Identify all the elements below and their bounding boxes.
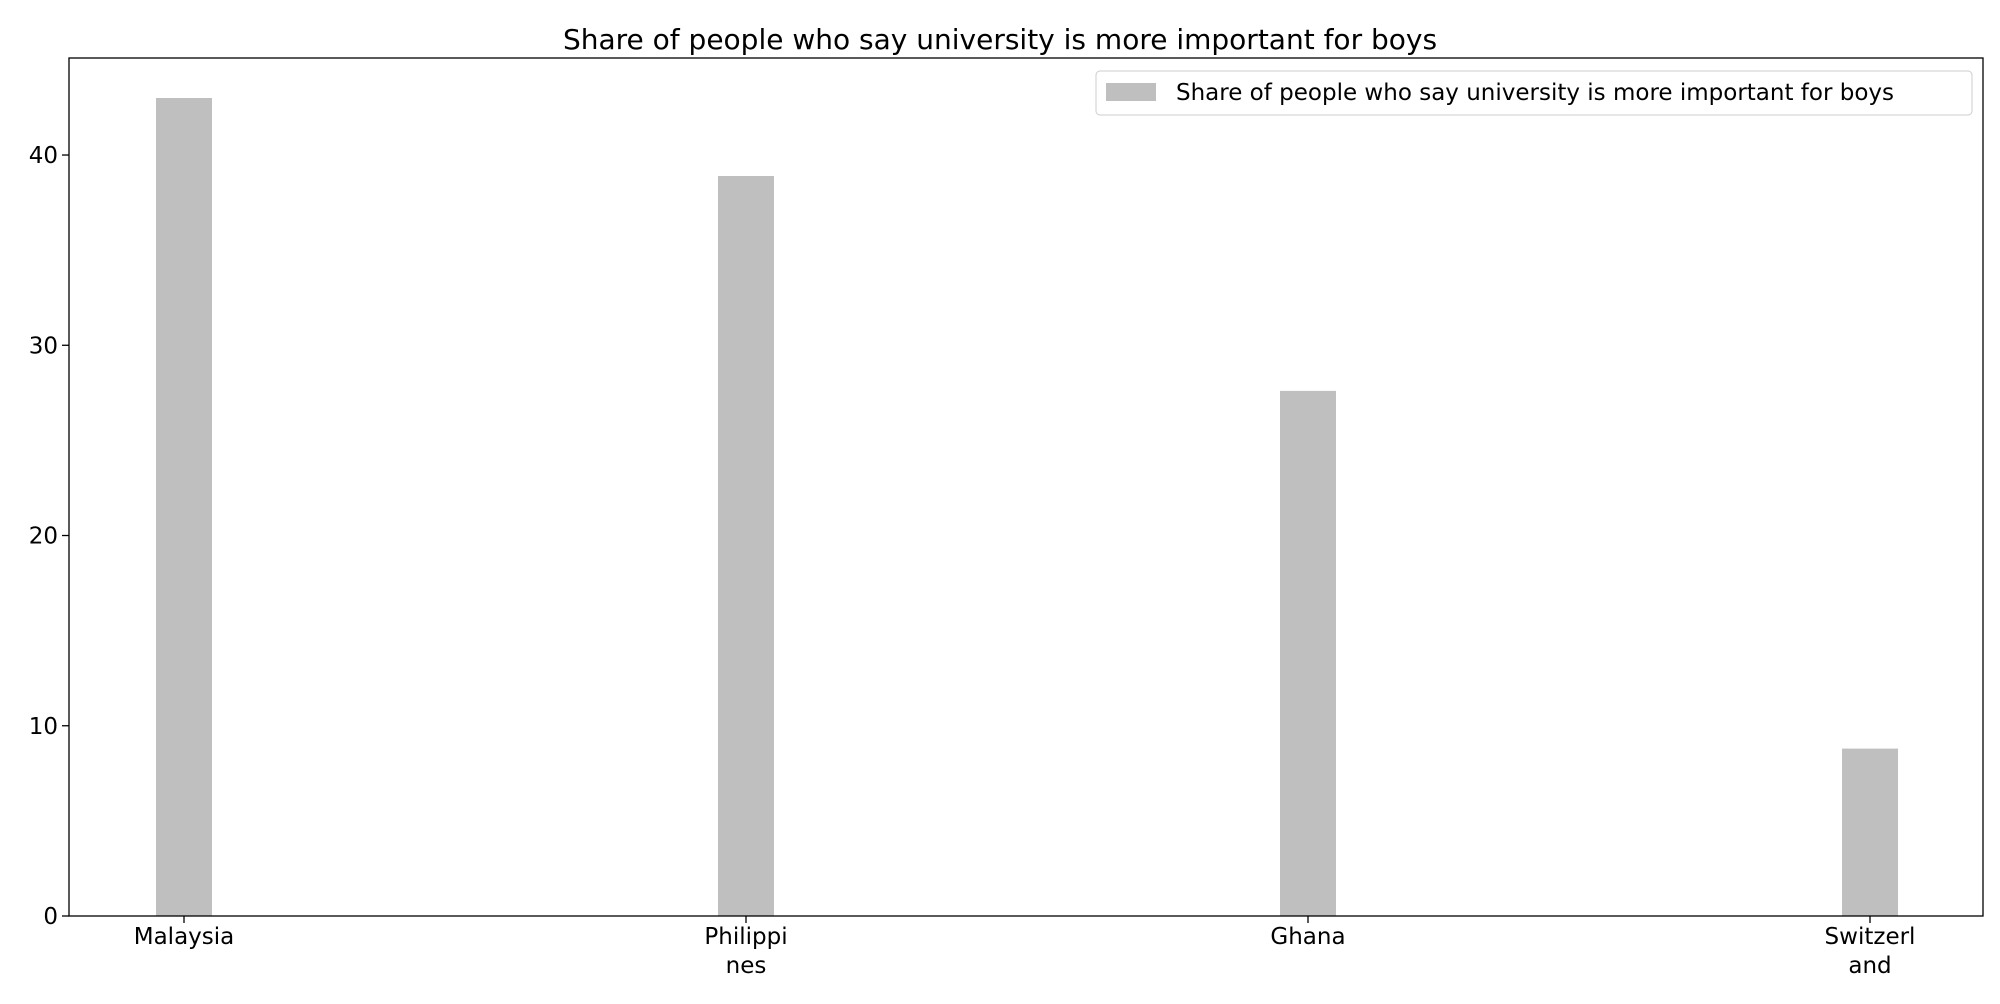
plot-area-frame [68,57,1984,917]
x-tick-label-line: nes [726,953,767,979]
legend: Share of people who say university is mo… [1095,70,1973,116]
x-axis: Malaysia Philippi nes Ghana Switzerl and [134,916,1916,979]
y-axis: 0 10 20 30 40 [29,143,69,930]
x-tick-label: Ghana [1270,924,1345,950]
y-tick-label: 10 [29,714,58,740]
chart-title: Share of people who say university is mo… [563,23,1437,56]
x-tick-label-line: Switzerl [1825,924,1916,950]
y-tick-label: 20 [29,524,58,550]
x-tick-label-line: Malaysia [134,924,235,950]
x-tick-label: Philippi nes [704,924,787,979]
bar [718,176,774,916]
bar [1842,748,1898,916]
y-tick-label: 30 [29,333,58,359]
bar [156,98,212,916]
x-tick-label-line: Ghana [1270,924,1345,950]
y-tick-label: 40 [29,143,58,169]
x-tick-label: Switzerl and [1825,924,1916,979]
legend-box [1095,70,1973,116]
y-tick-label: 0 [43,904,58,930]
x-tick-label-line: Philippi [704,924,787,950]
legend-label: Share of people who say university is mo… [1176,80,1894,106]
legend-swatch [1106,83,1156,101]
x-tick-label-line: and [1848,953,1891,979]
x-tick-label: Malaysia [134,924,235,950]
bars-layer [156,98,1898,916]
bar [1280,390,1336,916]
